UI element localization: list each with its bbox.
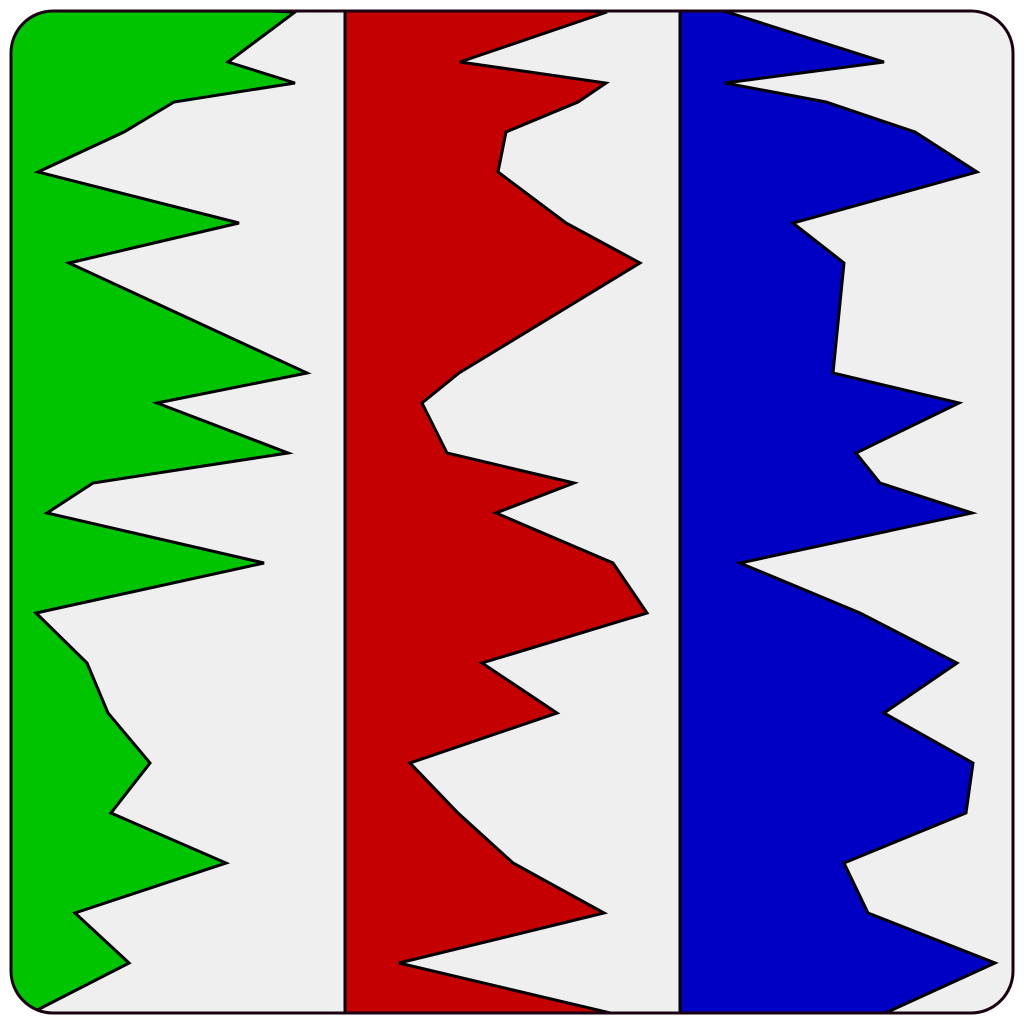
red-region: [343, 11, 650, 1013]
blue-region: [678, 11, 999, 1013]
green-region: [11, 11, 312, 1013]
frame: [9, 9, 1015, 1015]
columns: [11, 11, 999, 1013]
